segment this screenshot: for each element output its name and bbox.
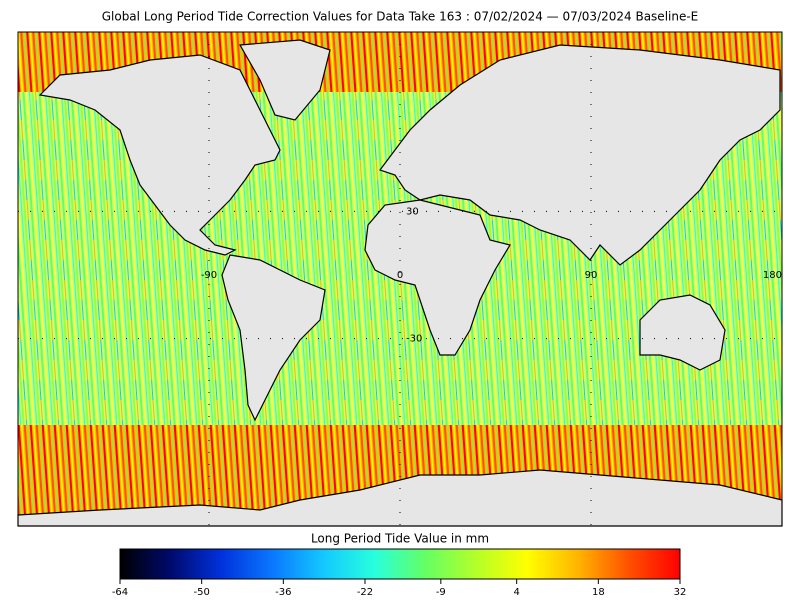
colorbar-tick-label: -22 [357,587,373,598]
australia [639,294,726,371]
colorbar-tick-label: -36 [275,587,291,598]
colorbar-tick-label: 32 [674,587,687,598]
parallel-label: -30 [406,334,422,345]
south-america [221,254,326,422]
eurasia [379,44,781,266]
colorbar-tick-label: -9 [436,587,446,598]
colorbar-tick-label: 4 [513,587,519,598]
north-america [38,54,281,256]
graticule: 30 -30 -90 0 90 180 [18,32,783,526]
meridian-label: -90 [201,270,217,281]
africa [364,199,511,356]
colorbar-scale [119,548,681,580]
colorbar-tick-label: -64 [112,587,128,598]
title: Global Long Period Tide Correction Value… [102,10,699,24]
meridian-label: 0 [397,270,403,281]
meridian-label: 180 [763,270,782,281]
colorbar: -64 -50 -36 -22 -9 4 18 32 [112,548,687,598]
greenland [239,39,331,121]
meridian-label: 90 [585,270,598,281]
colorbar-tick-label: -50 [193,587,209,598]
colorbar-tick-label: 18 [592,587,605,598]
map: 30 -30 -90 0 90 180 [17,31,783,527]
map-frame [17,31,783,527]
parallel-label: 30 [406,206,419,217]
colorbar-label: Long Period Tide Value in mm [311,532,489,546]
